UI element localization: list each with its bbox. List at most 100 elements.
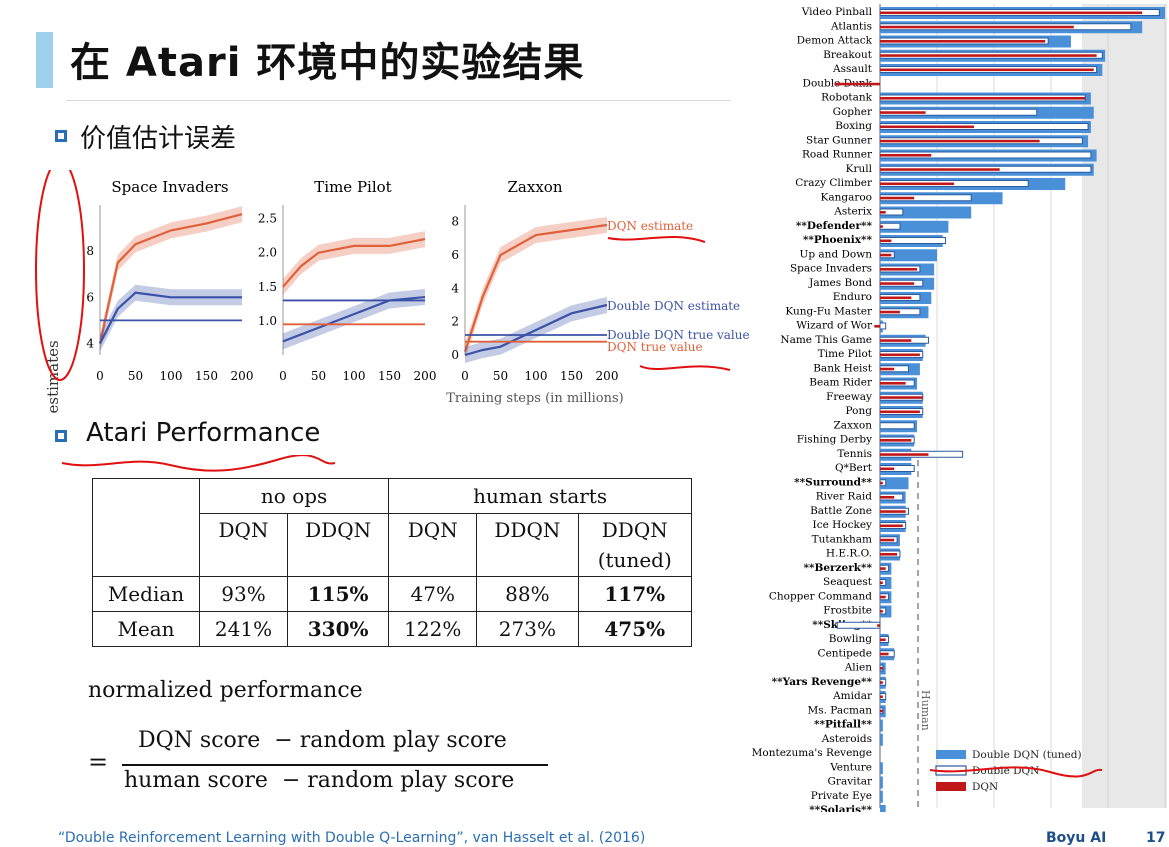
page-number: 17	[1146, 830, 1166, 846]
x-tick-label: 200	[414, 369, 437, 383]
game-label: Crazy Climber	[795, 177, 873, 189]
game-label: Alien	[844, 662, 873, 674]
table-cell: 273%	[476, 611, 579, 647]
game-label: Tennis	[837, 448, 872, 460]
table-cell: 117%	[577, 576, 692, 612]
game-label: Freeway	[826, 391, 872, 403]
legend-swatch-tuned	[936, 750, 966, 759]
bar-dqn	[880, 11, 1143, 15]
series-band	[283, 231, 425, 295]
bar-dqn	[880, 553, 898, 556]
group-header-human-starts: human starts	[388, 478, 692, 514]
table-row: Median 93% 115% 47% 88% 117%	[92, 576, 692, 612]
red-underline-annotation	[607, 236, 706, 243]
series-line	[98, 213, 243, 344]
bar-ddqn-tuned	[880, 733, 883, 746]
bar-ddqn-tuned	[880, 719, 883, 732]
table-cell: 88%	[476, 576, 579, 612]
bar-dqn	[880, 667, 883, 670]
game-label: Gravitar	[828, 776, 873, 788]
game-label: Wizard of Wor	[796, 320, 873, 332]
bar-dqn	[880, 296, 912, 300]
bar-dqn	[880, 139, 1040, 143]
series-line	[464, 303, 608, 357]
bar-dqn	[880, 410, 920, 414]
citation: “Double Reinforcement Learning with Doub…	[58, 830, 646, 846]
game-label: Boxing	[835, 120, 872, 132]
game-label: Seaquest	[823, 576, 873, 588]
red-underline-annotation	[61, 455, 336, 472]
bar-dqn	[880, 453, 929, 456]
red-circle-annotation	[35, 170, 85, 381]
x-tick-labels: 0 50 100 150 200 0 50 100 150 200 0 50 100 150 200	[96, 369, 618, 383]
col-header: DQN	[199, 513, 288, 577]
x-axis-label: Training steps (in millions)	[446, 391, 624, 406]
game-label: Asteroids	[821, 733, 872, 745]
series-band	[465, 217, 607, 360]
legend-tuned: Double DQN (tuned)	[972, 749, 1082, 761]
human-label: Human	[919, 690, 932, 731]
series-line	[282, 238, 426, 288]
x-tick-label: 150	[378, 369, 401, 383]
y-tick-label: 1.0	[258, 314, 277, 328]
game-label: Q*Bert	[835, 462, 873, 474]
bar-dqn	[880, 610, 883, 613]
brand: Boyu AI	[1046, 830, 1107, 846]
x-tick-label: 0	[96, 369, 104, 383]
col-header: DDQN	[286, 513, 390, 577]
game-label: Venture	[829, 761, 872, 773]
x-tick-label: 200	[596, 369, 619, 383]
game-label: **Defender**	[796, 220, 873, 232]
chart-shaded-region	[1082, 4, 1167, 808]
bar-dqn	[880, 709, 883, 713]
y-tick-label: 0	[451, 348, 459, 362]
bar-dqn	[880, 481, 883, 485]
x-tick-label: 150	[560, 369, 583, 383]
bar-dqn	[880, 652, 889, 656]
col-header-tuned: DDQN (tuned)	[577, 513, 692, 577]
game-label: Zaxxon	[834, 419, 873, 431]
bar-ddqn-tuned	[880, 762, 883, 775]
bar-ddqn	[836, 621, 881, 629]
game-label: Robotank	[821, 92, 873, 104]
y-tick-label: 6	[86, 290, 94, 304]
bar-dqn	[880, 524, 903, 528]
series-line	[463, 223, 608, 353]
legend-swatch-dqn	[936, 782, 966, 791]
game-label: Gopher	[833, 106, 873, 118]
bar-dqn	[880, 154, 932, 157]
bar-ddqn-tuned	[880, 776, 883, 789]
legend-dqn: DQN	[972, 781, 998, 793]
table-cell: 475%	[577, 611, 692, 647]
x-tick-label: 0	[279, 369, 287, 383]
game-label: H.E.R.O.	[826, 548, 872, 560]
y-tick-label: 1.5	[258, 280, 277, 294]
performance-table: no ops human starts DQN DDQN DQN DDQN DD…	[92, 478, 692, 647]
x-tick-label: 100	[525, 369, 548, 383]
x-tick-label: 0	[461, 369, 469, 383]
game-label: Kung-Fu Master	[785, 305, 873, 317]
bar-dqn	[880, 239, 892, 243]
row-label: Median	[92, 576, 200, 612]
game-label: Fishing Derby	[797, 434, 872, 446]
series-band	[283, 289, 425, 350]
game-label: **Pitfall**	[814, 719, 873, 731]
bar-dqn	[880, 638, 886, 642]
game-label: Assault	[832, 63, 873, 75]
x-tick-label: 200	[231, 369, 254, 383]
y-tick-label: 4	[451, 281, 459, 295]
panel-title-zaxxon: Zaxxon	[508, 178, 563, 196]
legend-ddqn-true: Double DQN true value	[607, 328, 750, 342]
bullet-icon	[55, 130, 67, 142]
formula-numerator: DQN score − random play score	[138, 728, 507, 753]
col-header: DDQN	[476, 513, 579, 577]
bar-dqn	[880, 353, 920, 357]
game-label: **Yars Revenge**	[772, 676, 873, 688]
game-label: Ms. Pacman	[807, 704, 872, 716]
game-label: Beam Rider	[809, 377, 873, 389]
formula-label: normalized performance	[88, 678, 363, 703]
y-tick-label: 8	[451, 215, 459, 229]
game-label: Asterix	[833, 206, 872, 218]
bar-dqn	[877, 624, 880, 627]
bar-dqn	[880, 225, 883, 228]
